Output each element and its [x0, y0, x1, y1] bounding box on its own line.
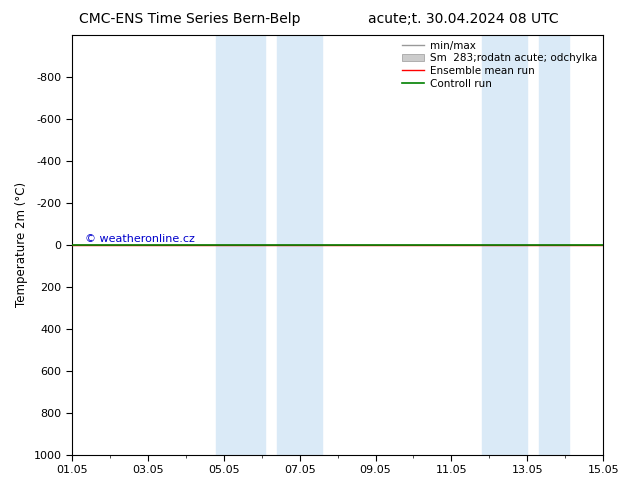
Bar [277, 35, 323, 455]
Bar [482, 35, 527, 455]
Bar [216, 35, 266, 455]
Y-axis label: Temperature 2m (°C): Temperature 2m (°C) [15, 182, 28, 307]
Bar [539, 35, 569, 455]
Text: © weatheronline.cz: © weatheronline.cz [85, 234, 195, 244]
Text: acute;t. 30.04.2024 08 UTC: acute;t. 30.04.2024 08 UTC [368, 12, 558, 26]
Legend: min/max, Sm  283;rodatn acute; odchylka, Ensemble mean run, Controll run: min/max, Sm 283;rodatn acute; odchylka, … [398, 37, 601, 93]
Text: CMC-ENS Time Series Bern-Belp: CMC-ENS Time Series Bern-Belp [79, 12, 301, 26]
